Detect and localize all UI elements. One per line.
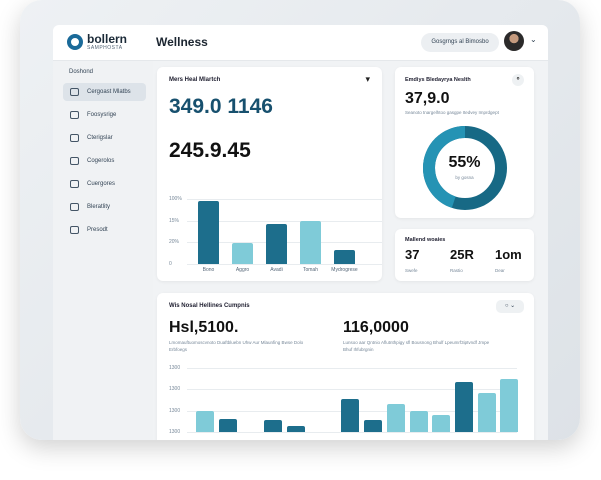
card-title: Emdiys Bledayrya Neslth — [405, 77, 471, 83]
stat-label: Rastio — [450, 268, 463, 273]
donut-card: Emdiys Bledayrya Neslth ⚬ 37,9.0 Seanoto… — [395, 67, 534, 218]
y-tick-label: 1300 — [169, 407, 181, 414]
card-title: Wis Nosal Hellines Cumpnis — [169, 303, 250, 309]
sidebar-item-label: Foosysrige — [87, 112, 117, 118]
donut-desc: Seanoto tnargelhtoo gasgpe Itedvey Imprd… — [405, 110, 499, 115]
sidebar-item[interactable]: Bleratlity — [63, 198, 146, 216]
y-tick-label: 1300 — [169, 429, 181, 435]
bottom-card: Wis Nosal Hellines Cumpnis ○ ⌄ Hsl,5100.… — [157, 293, 534, 440]
donut-chart — [423, 126, 507, 210]
metric-secondary: 245.9.45 — [169, 139, 251, 162]
x-tick-label: Aggro — [235, 267, 250, 273]
page-title: Wellness — [156, 35, 208, 49]
bar — [232, 243, 253, 264]
x-tick-label: Bono — [202, 267, 215, 273]
bar — [198, 201, 219, 264]
menu-item-icon — [70, 157, 79, 165]
sidebar-item-label: Cogerolos — [87, 158, 115, 164]
y-tick-label: 20% — [169, 239, 180, 246]
stats-card: Mallend woaies 37 Swefe 25R Rastio 1om Dear — [395, 229, 534, 281]
sidebar-item-label: Cergoast Mlatbs — [87, 89, 131, 95]
sidebar-item[interactable]: Cuergores — [63, 175, 146, 193]
brand-sub: SAMPHOSTA — [87, 45, 123, 51]
bar — [264, 420, 282, 432]
bottom-desc-1: Lmomauftuomoscvnoto Duaftbluebn Uhw Aur … — [169, 340, 304, 352]
bar — [266, 223, 287, 264]
donut-value: 37,9.0 — [405, 90, 450, 107]
bar — [300, 220, 321, 264]
bar — [500, 378, 518, 432]
bottom-metric-1: Hsl,5100. — [169, 319, 239, 336]
bar — [334, 249, 355, 264]
sidebar-item[interactable]: Cergoast Mlatbs — [63, 83, 146, 101]
stat-value: 25R — [450, 247, 474, 262]
brand-name: bollern — [87, 32, 128, 46]
sidebar-heading: Doshond — [69, 69, 94, 75]
bar — [196, 410, 214, 432]
menu-item-icon — [70, 88, 79, 96]
card-title: Mers Heal Mlartch — [169, 77, 221, 83]
y-tick-label: 15% — [169, 217, 180, 224]
y-tick-label: 1300 — [169, 386, 181, 393]
stat-label: Swefe — [405, 268, 418, 273]
sidebar-item[interactable]: Presodt — [63, 221, 146, 239]
bar — [455, 381, 473, 432]
y-tick-label: 100% — [169, 196, 182, 202]
chevron-down-icon[interactable]: ⌄ — [530, 35, 537, 44]
menu-item-icon — [70, 203, 79, 211]
bar — [219, 419, 237, 432]
menu-item-icon — [70, 111, 79, 119]
donut-center-sub: by gosna — [455, 175, 474, 180]
y-tick-label: 0 — [169, 261, 172, 267]
bottom-desc-2: Lunsoo aar Qntnio Aflutnthpigy sfl Bousn… — [343, 340, 490, 352]
x-tick-label: Avadi — [270, 267, 283, 273]
menu-item-icon — [70, 226, 79, 234]
bar — [364, 420, 382, 432]
logo-icon — [67, 34, 83, 50]
menu-item-icon — [70, 134, 79, 142]
gridline — [187, 264, 382, 265]
info-icon[interactable]: ⚬ — [512, 74, 524, 86]
donut-segment — [423, 126, 507, 210]
bar — [287, 425, 305, 432]
sidebar-item-label: Cuergores — [87, 181, 116, 187]
sidebar-item[interactable]: Cterigslar — [63, 129, 146, 147]
x-tick-label: Tomah — [302, 267, 318, 273]
stat-label: Dear — [495, 268, 505, 273]
app: bollern SAMPHOSTA Wellness Gosgrngs al B… — [53, 25, 548, 440]
stat-value: 37 — [405, 247, 420, 262]
bar — [410, 410, 428, 432]
filter-dropdown[interactable]: ○ ⌄ — [496, 300, 524, 313]
donut-percent: 55% — [448, 154, 481, 171]
bar — [387, 404, 405, 432]
gridline — [187, 199, 382, 200]
sidebar-item[interactable]: Foosysrige — [63, 106, 146, 124]
sidebar: Doshond Cergoast Mlatbs Foosysrige Cterigs… — [53, 61, 153, 440]
stat-value: 1om — [495, 247, 522, 262]
bar — [341, 398, 359, 432]
gridline — [187, 368, 517, 369]
chevron-down-icon[interactable]: ▾ — [365, 74, 370, 84]
metric-primary: 349.0 1146 — [169, 95, 273, 118]
sidebar-item-label: Presodt — [87, 227, 108, 233]
bottom-metric-2: 116,0000 — [343, 319, 409, 336]
gridline — [187, 389, 517, 391]
header: bollern SAMPHOSTA Wellness Gosgrngs al B… — [53, 25, 548, 61]
sidebar-item-label: Bleratlity — [87, 204, 111, 210]
bar — [478, 392, 496, 432]
avatar[interactable] — [504, 31, 524, 51]
header-button[interactable]: Gosgrngs al Bimosbo — [421, 33, 499, 52]
menu-item-icon — [70, 180, 79, 188]
x-tick-label: Mydrogrese — [331, 267, 358, 273]
gridline — [187, 432, 517, 433]
bar — [432, 414, 450, 432]
card-title: Mallend woaies — [405, 237, 446, 243]
sidebar-item-label: Cterigslar — [87, 135, 113, 141]
sidebar-item[interactable]: Cogerolos — [63, 152, 146, 170]
health-card: Mers Heal Mlartch ▾ 349.0 1146 245.9.45 … — [157, 67, 382, 281]
y-tick-label: 1300 — [169, 365, 181, 371]
gridline — [187, 220, 382, 222]
